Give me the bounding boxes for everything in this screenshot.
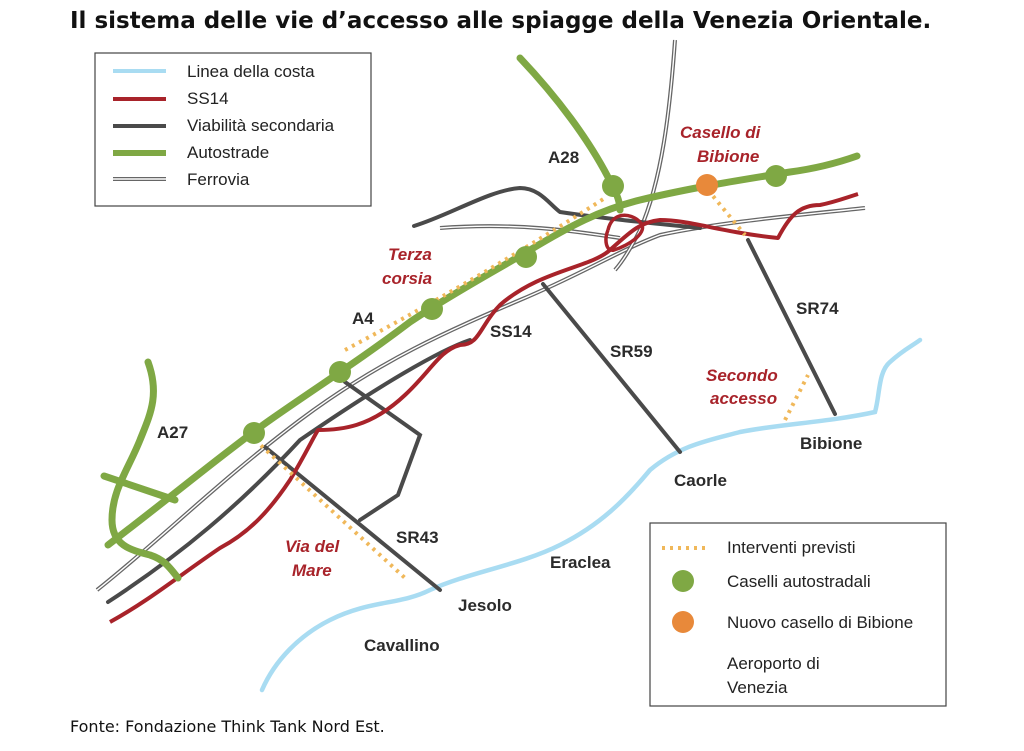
green-dot-symbol (672, 570, 694, 592)
legend-item-secondary: Viabilità secondaria (187, 116, 335, 135)
casello-link-planned (706, 188, 747, 237)
label-terza-corsia-line2: corsia (382, 269, 432, 288)
label-casello-line1: Casello di (680, 123, 762, 142)
legend-item-ss14: SS14 (187, 89, 229, 108)
legend-item-new-toll: Nuovo casello di Bibione (727, 613, 913, 632)
terza-corsia-planned (344, 196, 607, 352)
label-jesolo: Jesolo (458, 596, 512, 615)
toll-booth-dot (243, 422, 265, 444)
toll-booth-dot (421, 298, 443, 320)
ss14-road (109, 192, 859, 624)
legend-item-airport-line1: Aeroporto di (727, 654, 820, 673)
orange-dot-symbol (672, 611, 694, 633)
source-note: Fonte: Fondazione Think Tank Nord Est. (70, 717, 385, 736)
toll-booth-dot (329, 361, 351, 383)
map-title: Il sistema delle vie d’accesso alle spia… (70, 8, 932, 34)
a28-highway (516, 54, 624, 214)
via-del-mare-planned (253, 438, 407, 580)
label-bibione: Bibione (800, 434, 862, 453)
label-caorle: Caorle (674, 471, 727, 490)
legend-top: Linea della costa SS14 Viabilità seconda… (94, 52, 372, 207)
toll-booth-dot (602, 175, 624, 197)
label-terza-corsia-line1: Terza (388, 245, 432, 264)
coastline (259, 337, 923, 693)
toll-booths (243, 165, 787, 444)
label-eraclea: Eraclea (550, 553, 611, 572)
label-sr43: SR43 (396, 528, 439, 547)
legend-item-toll-booths: Caselli autostradali (727, 572, 871, 591)
ss14-loop (604, 213, 645, 252)
toll-booth-dot (765, 165, 787, 187)
toll-booth-dot (515, 246, 537, 268)
legend-item-highway: Autostrade (187, 143, 269, 162)
secondary-roads (106, 185, 837, 604)
legend-bottom-frame (649, 522, 947, 707)
planned-interventions (253, 188, 810, 580)
secondo-accesso-planned (783, 374, 810, 421)
label-a4: A4 (352, 309, 374, 328)
legend-item-coast: Linea della costa (187, 62, 315, 81)
label-cavallino: Cavallino (364, 636, 440, 655)
label-secondo-accesso-line1: Secondo (706, 366, 778, 385)
legend-item-railway: Ferrovia (187, 170, 250, 189)
label-via-del-mare-line1: Via del (285, 537, 340, 556)
label-secondo-accesso-line2: accesso (710, 389, 777, 408)
legend-bottom: Interventi previsti Caselli autostradali… (649, 522, 947, 707)
label-via-del-mare-line2: Mare (292, 561, 332, 580)
label-sr59: SR59 (610, 342, 653, 361)
label-sr74: SR74 (796, 299, 839, 318)
label-a28: A28 (548, 148, 579, 167)
label-ss14: SS14 (490, 322, 532, 341)
new-toll-bibione-dot (696, 174, 718, 196)
a27-highway (108, 358, 182, 582)
label-casello-line2: Bibione (697, 147, 759, 166)
label-a27: A27 (157, 423, 188, 442)
legend-item-airport-line2: Venezia (727, 678, 788, 697)
legend-item-planned: Interventi previsti (727, 538, 856, 557)
